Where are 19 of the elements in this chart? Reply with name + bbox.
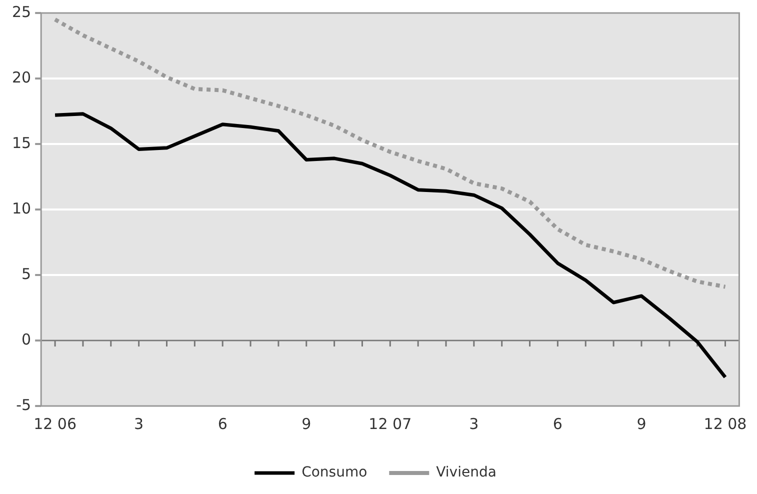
y-tick-label: -5 — [16, 396, 32, 414]
x-tick-label: 12 08 — [704, 414, 747, 433]
line-series — [53, 18, 728, 289]
y-tick-label: 15 — [12, 134, 32, 152]
y-tick-label: 10 — [12, 199, 32, 218]
y-tick-label: 20 — [12, 68, 32, 86]
x-tick-label: 9 — [302, 414, 312, 433]
x-tick-label: 12 07 — [368, 414, 412, 433]
x-tick-label: 3 — [134, 414, 144, 433]
y-tick-label: 25 — [12, 2, 32, 21]
x-tick-label: 6 — [218, 414, 228, 433]
x-tick-label: 6 — [552, 414, 562, 433]
x-tick-label: 12 06 — [34, 414, 77, 433]
y-tick-label: 0 — [22, 330, 32, 348]
legend-label: Consumo — [302, 464, 368, 481]
legend-label: Vivienda — [436, 464, 496, 481]
y-tick-label: 5 — [22, 264, 32, 283]
x-tick-label: 3 — [469, 414, 479, 433]
x-tick-label: 9 — [636, 414, 646, 433]
